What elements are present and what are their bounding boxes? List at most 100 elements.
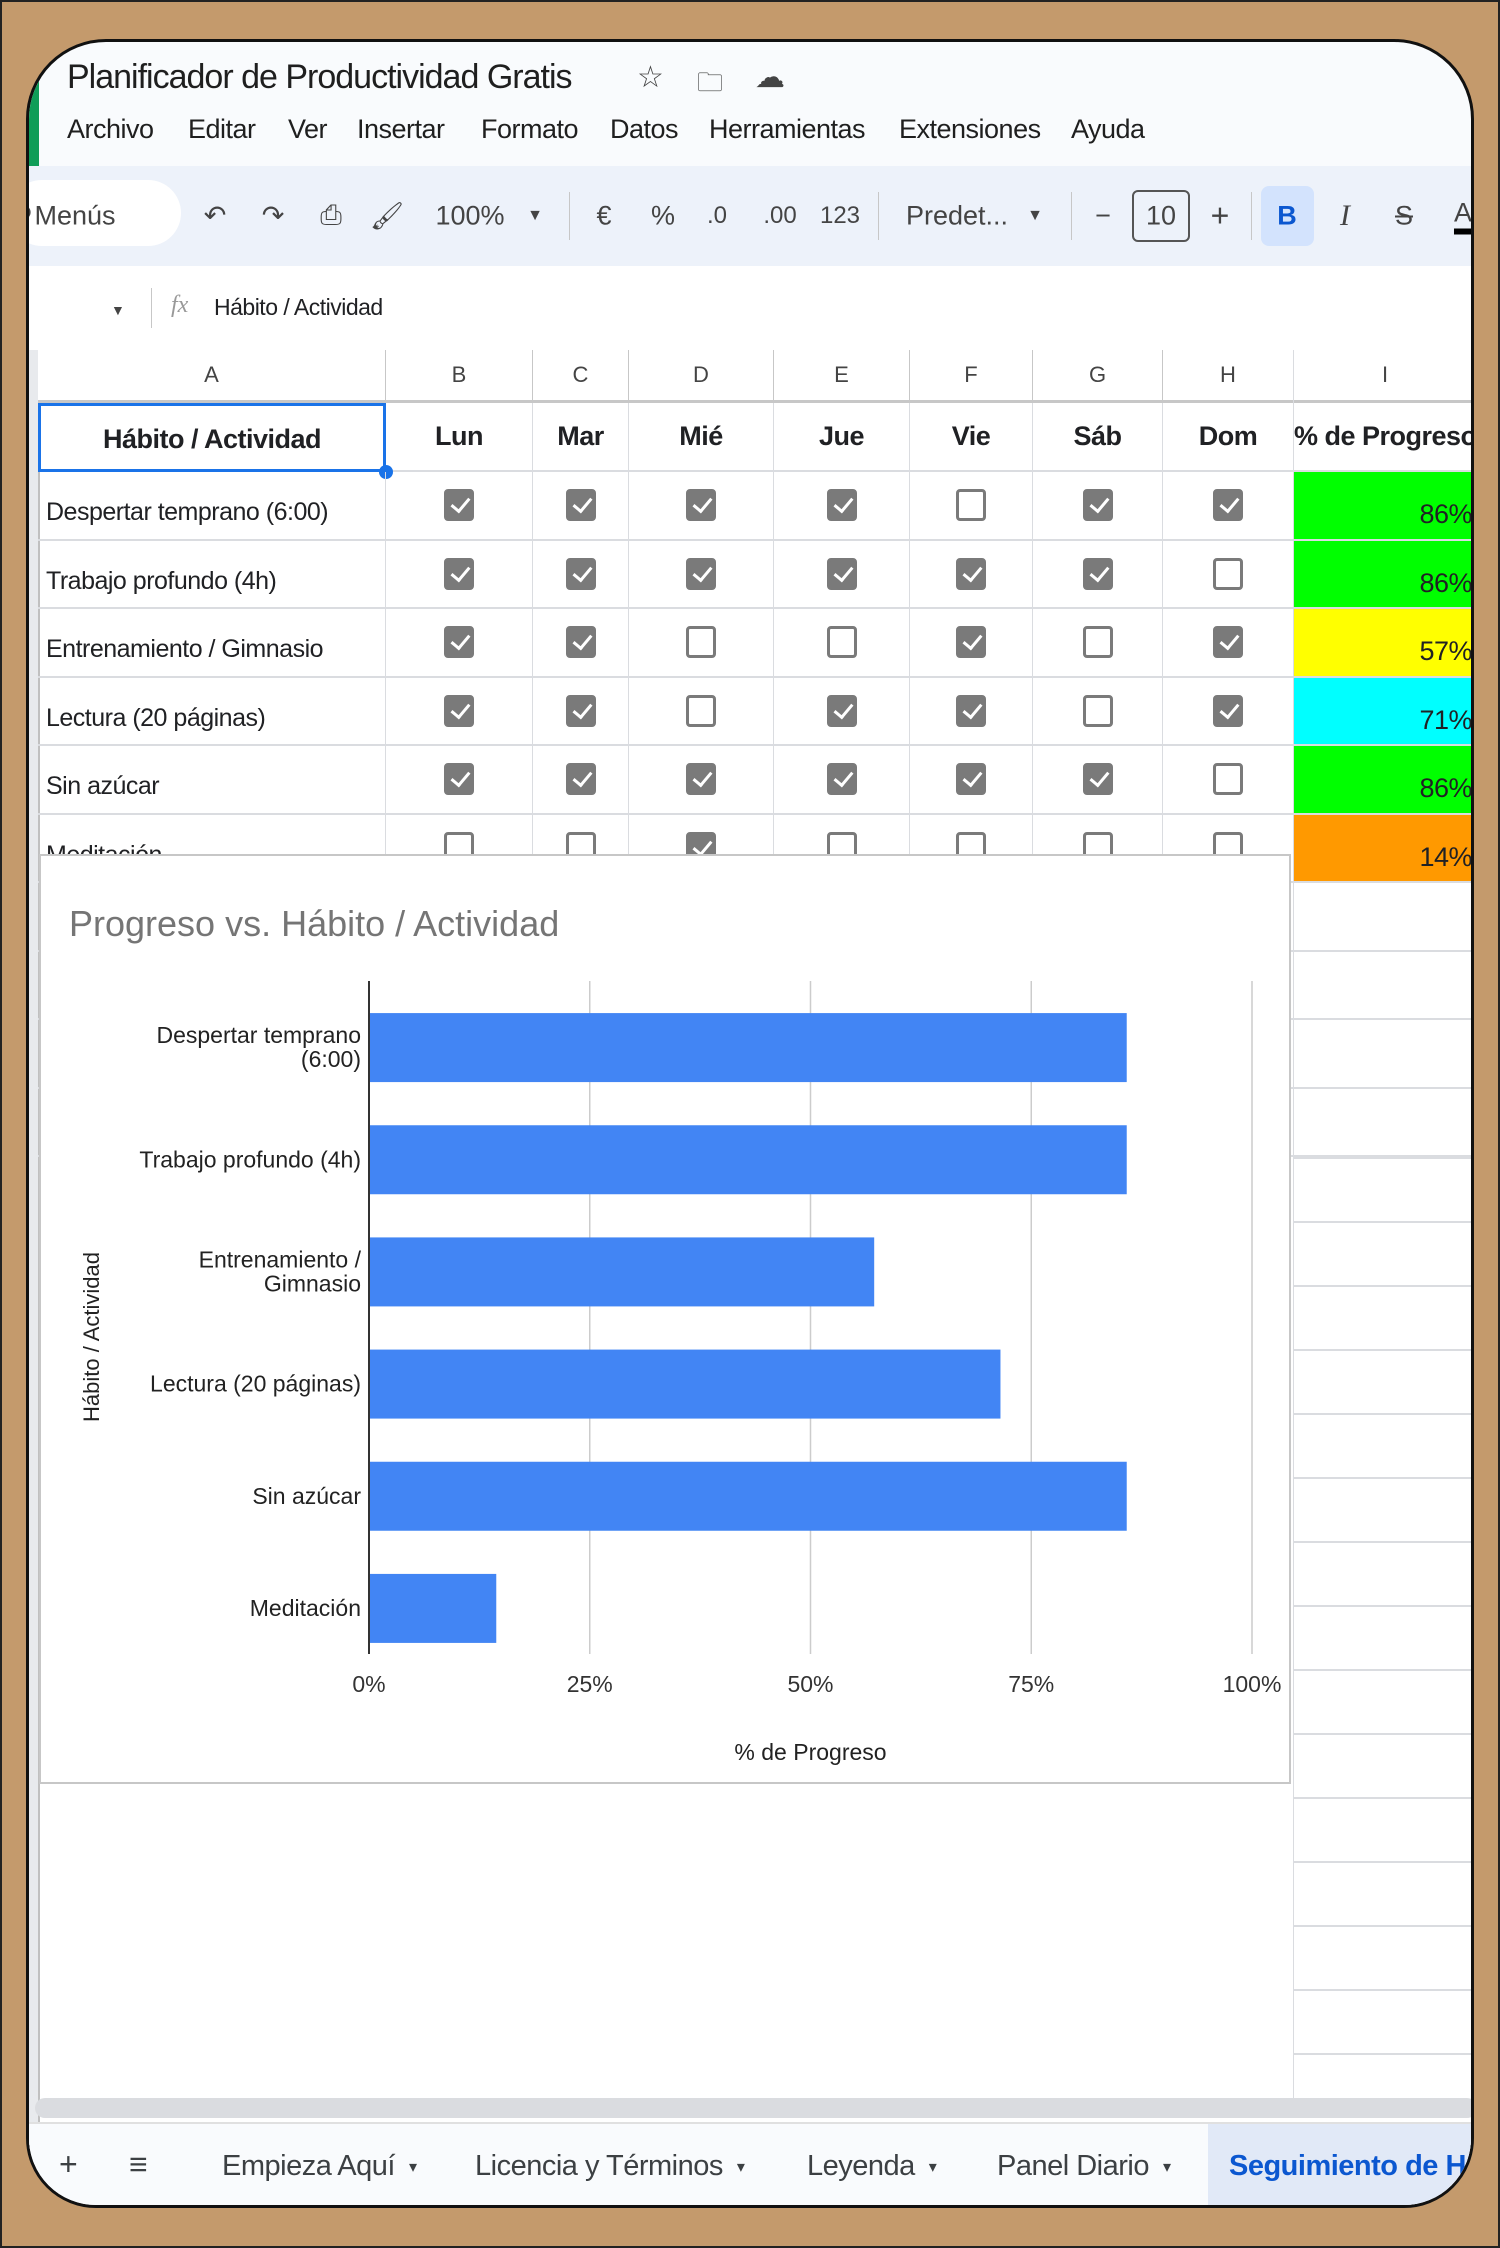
font-dropdown-icon[interactable]: ▼ <box>1027 207 1043 224</box>
column-header-d[interactable]: D <box>629 350 774 403</box>
bold-icon[interactable]: B <box>1277 200 1297 231</box>
italic-icon[interactable]: I <box>1340 199 1350 232</box>
add-sheet-button[interactable]: + <box>59 2146 78 2182</box>
progress-cell[interactable]: 57% <box>1294 609 1471 678</box>
checkbox-mié[interactable] <box>686 489 716 522</box>
search-icon[interactable]: ⚲ <box>29 201 33 232</box>
habit-cell[interactable]: Sin azúcar <box>38 746 386 815</box>
checkbox-dom[interactable] <box>1213 626 1243 659</box>
checkbox-mié[interactable] <box>686 557 716 590</box>
checkbox-jue[interactable] <box>826 489 857 522</box>
all-sheets-list-icon[interactable]: ≡ <box>129 2146 148 2182</box>
column-header-g[interactable]: G <box>1033 350 1163 403</box>
header-cell[interactable]: Dom <box>1163 403 1294 472</box>
checkbox-mar[interactable] <box>565 694 596 727</box>
habit-cell[interactable]: Trabajo profundo (4h) <box>38 540 386 609</box>
progress-cell[interactable] <box>1294 1089 1471 1157</box>
font-size-input[interactable] <box>1132 190 1190 242</box>
selection-fill-handle[interactable] <box>379 465 393 479</box>
checkbox-dom[interactable] <box>1213 489 1243 522</box>
checkbox-dom[interactable] <box>1213 694 1243 727</box>
menu-insertar[interactable]: Insertar <box>357 114 445 144</box>
formula-input[interactable]: Hábito / Actividad <box>214 294 383 320</box>
print-icon[interactable]: ⎙ <box>320 200 342 230</box>
header-cell[interactable]: Hábito / Actividad <box>38 403 386 472</box>
column-header-i[interactable]: I <box>1294 350 1471 403</box>
habit-cell[interactable]: Entrenamiento / Gimnasio <box>38 609 386 678</box>
sheet-tab[interactable]: Leyenda ▾ <box>807 2150 937 2183</box>
currency-button[interactable]: € <box>596 200 612 231</box>
document-title[interactable]: Planificador de Productividad Gratis <box>67 58 572 96</box>
header-cell[interactable]: Lun <box>386 403 533 472</box>
increase-decimal-button[interactable]: .00 <box>763 202 797 229</box>
column-header-c[interactable]: C <box>533 350 629 403</box>
menu-datos[interactable]: Datos <box>610 114 679 144</box>
tab-dropdown-icon[interactable]: ▾ <box>928 2159 937 2177</box>
tab-dropdown-icon[interactable]: ▾ <box>736 2159 745 2177</box>
header-cell[interactable]: Mié <box>629 403 774 472</box>
progress-cell[interactable]: 86% <box>1294 472 1471 541</box>
sheet-tab[interactable]: Panel Diario ▾ <box>997 2150 1171 2183</box>
header-cell[interactable]: Vie <box>910 403 1033 472</box>
checkbox-mar[interactable] <box>565 489 596 522</box>
header-cell[interactable]: % de Progreso <box>1294 403 1471 472</box>
cloud-saved-icon[interactable]: ☁ <box>755 61 785 94</box>
checkbox-lun[interactable] <box>444 557 474 590</box>
menu-formato[interactable]: Formato <box>481 114 579 144</box>
paint-format-icon[interactable]: 🖌 <box>369 201 405 231</box>
checkbox-lun[interactable] <box>444 626 474 659</box>
sheet-tab[interactable]: Licencia y Términos ▾ <box>475 2150 745 2183</box>
font-select[interactable]: Predet... <box>905 200 1009 231</box>
checkbox-lun[interactable] <box>444 489 474 522</box>
menu-herramientas[interactable]: Herramientas <box>709 114 866 144</box>
bold-button[interactable] <box>1261 186 1314 246</box>
decrease-font-size-button[interactable]: − <box>1095 200 1111 231</box>
checkbox-vie[interactable] <box>956 763 986 796</box>
checkbox-mar[interactable] <box>565 557 596 590</box>
checkbox-vie[interactable] <box>956 626 986 659</box>
menu-extensiones[interactable]: Extensiones <box>899 114 1041 144</box>
checkbox-sáb[interactable] <box>1082 694 1113 727</box>
checkbox-vie[interactable] <box>956 694 986 727</box>
menu-editar[interactable]: Editar <box>188 114 256 144</box>
checkbox-sáb[interactable] <box>1082 557 1113 590</box>
progress-cell[interactable]: 86% <box>1294 540 1471 609</box>
menu-ver[interactable]: Ver <box>288 114 328 144</box>
font-size-value[interactable]: 10 <box>1145 200 1177 231</box>
tab-dropdown-icon[interactable]: ▾ <box>408 2159 417 2177</box>
checkbox-sáb[interactable] <box>1082 763 1113 796</box>
checkbox-mar[interactable] <box>565 763 596 796</box>
column-header-a[interactable]: A <box>38 350 386 403</box>
habit-cell[interactable]: Despertar temprano (6:00) <box>38 472 386 541</box>
redo-icon[interactable]: ↷ <box>261 200 285 231</box>
menu-ayuda[interactable]: Ayuda <box>1071 114 1145 144</box>
progress-cell[interactable] <box>1294 952 1471 1020</box>
strikethrough-icon[interactable]: S <box>1394 200 1414 231</box>
checkbox-sáb[interactable] <box>1082 489 1113 522</box>
checkbox-sáb[interactable] <box>1082 626 1113 659</box>
tab-dropdown-icon[interactable]: ▾ <box>1162 2159 1171 2177</box>
checkbox-jue[interactable] <box>826 557 857 590</box>
zoom-dropdown-icon[interactable]: ▼ <box>527 207 543 224</box>
undo-icon[interactable]: ↶ <box>203 200 227 231</box>
checkbox-mié[interactable] <box>686 626 716 659</box>
column-header-e[interactable]: E <box>774 350 910 403</box>
progress-cell[interactable]: 71% <box>1294 677 1471 746</box>
checkbox-jue[interactable] <box>826 694 857 727</box>
checkbox-dom[interactable] <box>1213 557 1243 590</box>
checkbox-mar[interactable] <box>565 626 596 659</box>
zoom-select[interactable]: 100% <box>435 200 505 231</box>
column-header-b[interactable]: B <box>386 350 533 403</box>
habit-cell[interactable]: Lectura (20 páginas) <box>38 677 386 746</box>
header-cell[interactable]: Sáb <box>1033 403 1163 472</box>
checkbox-lun[interactable] <box>444 763 474 796</box>
percent-button[interactable]: % <box>650 200 676 231</box>
progress-cell[interactable] <box>1294 883 1471 952</box>
increase-font-size-button[interactable]: + <box>1210 197 1230 234</box>
checkbox-vie[interactable] <box>956 557 986 590</box>
progress-cell[interactable] <box>1294 1020 1471 1089</box>
star-icon[interactable]: ☆ <box>637 61 664 94</box>
header-cell[interactable]: Jue <box>774 403 910 472</box>
checkbox-dom[interactable] <box>1213 763 1243 796</box>
move-to-folder-icon[interactable]: 🗀 <box>697 67 724 97</box>
